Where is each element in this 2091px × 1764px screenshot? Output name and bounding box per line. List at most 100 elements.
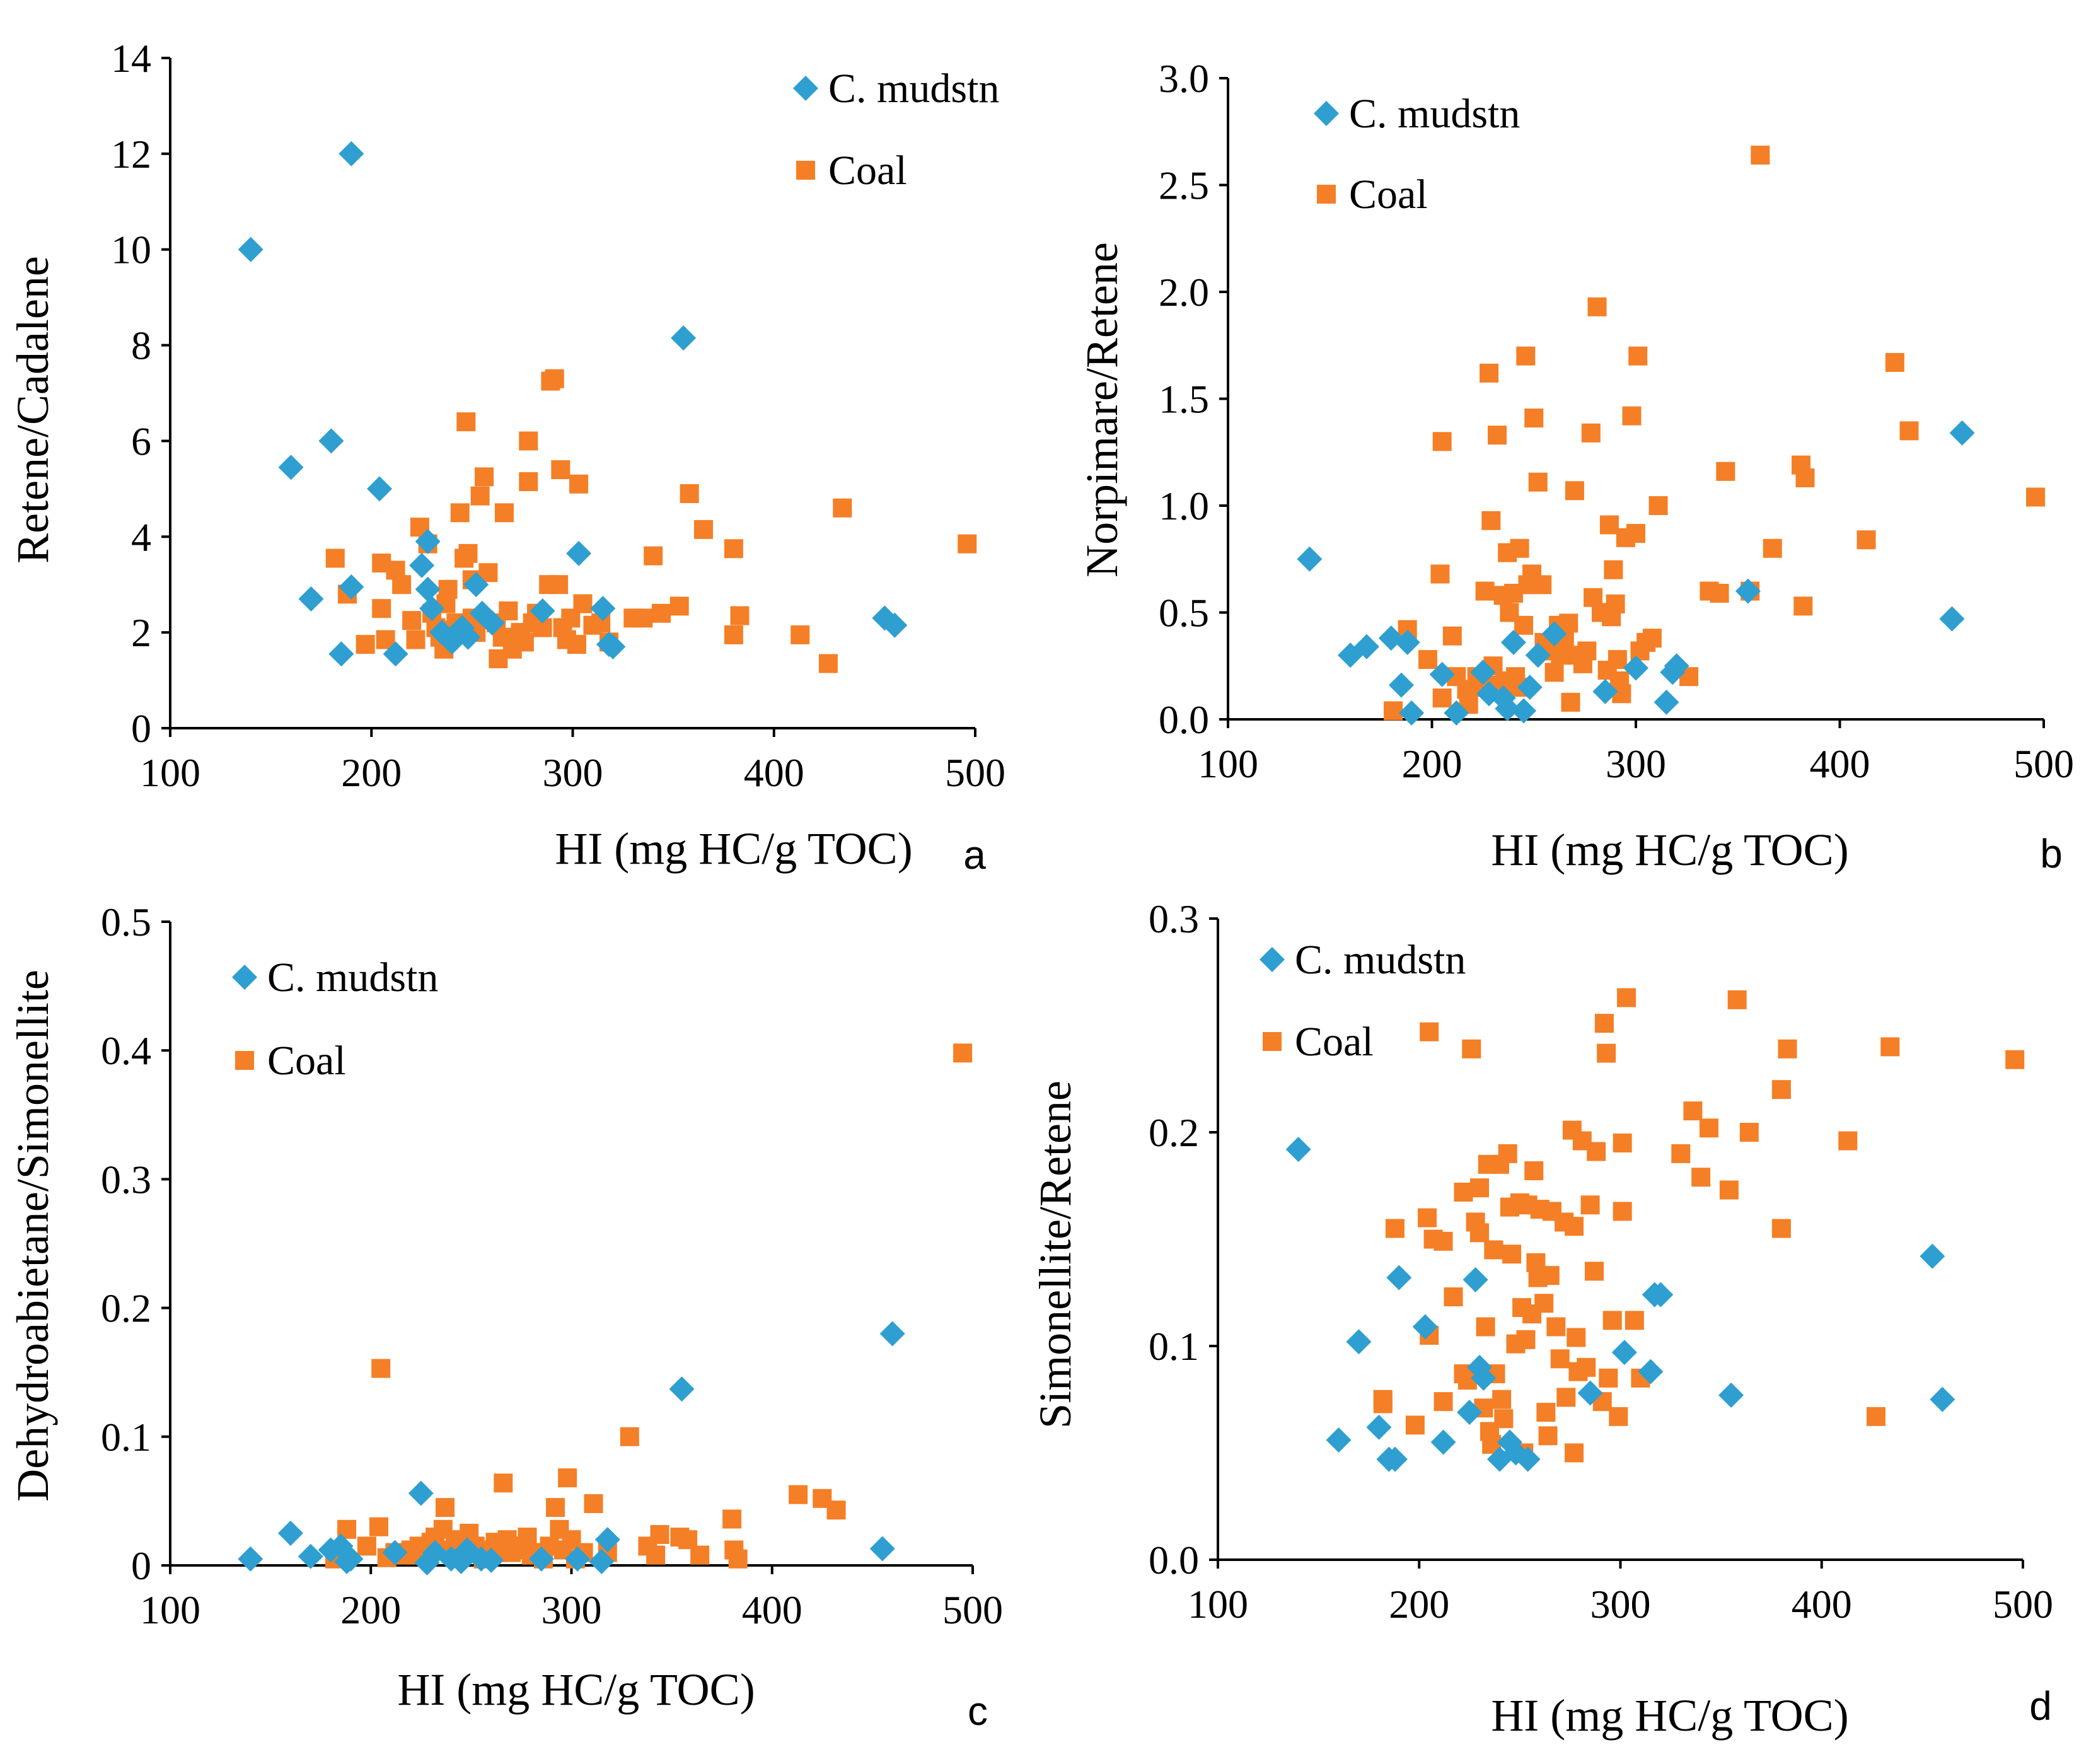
coal-point: [584, 1494, 603, 1513]
coal-point: [1434, 1231, 1453, 1251]
legend-mudstone-marker: [232, 965, 257, 990]
mudstone-point: [589, 1548, 615, 1574]
coal-point: [356, 635, 375, 654]
y-axis-title: Retene/Cadalene: [8, 256, 58, 564]
mudstone-point: [1623, 655, 1648, 681]
y-tick-label: 3.0: [1159, 56, 1209, 101]
coal-point: [1625, 1311, 1644, 1330]
mudstone-point: [1382, 1446, 1408, 1472]
mudstone-point: [1386, 1265, 1412, 1291]
mudstone-point: [1444, 700, 1469, 726]
x-tick-label: 400: [1810, 741, 1870, 786]
mudstone-point: [238, 236, 264, 262]
coal-point: [826, 1500, 846, 1520]
coal-point: [1597, 1043, 1616, 1063]
y-tick-label: 0: [131, 706, 151, 751]
coal-point: [1599, 1368, 1618, 1388]
y-tick-label: 10: [111, 228, 151, 272]
panel-d-simonellite-retene: HI (mg HC/g TOC) Simonellite/Retene d 0.…: [1030, 897, 2053, 1741]
coal-point: [450, 503, 470, 523]
coal-point: [1432, 432, 1452, 451]
coal-point: [722, 1509, 742, 1529]
coal-point: [1516, 346, 1536, 366]
mudstone-point: [298, 1543, 323, 1569]
mudstone-point: [590, 596, 616, 622]
coal-point: [456, 412, 476, 432]
mudstone-point: [1346, 1329, 1372, 1355]
coal-point: [545, 369, 564, 388]
mudstone-point: [1517, 675, 1543, 700]
coal-point: [1602, 1311, 1622, 1330]
coal-point: [1532, 575, 1552, 595]
legend-coal-label: Coal: [828, 148, 907, 194]
x-tick-label: 100: [140, 1587, 200, 1632]
y-tick-label: 2.5: [1159, 163, 1209, 208]
coal-point: [724, 625, 743, 644]
coal-point: [1481, 511, 1501, 530]
coal-point: [1385, 1219, 1405, 1238]
coal-point: [1795, 468, 1815, 487]
x-axis-title: HI (mg HC/g TOC): [397, 1664, 755, 1715]
mudstone-point: [1515, 1446, 1541, 1472]
mudstone-point: [1611, 1340, 1637, 1366]
coal-point: [1778, 1039, 1797, 1059]
coal-point: [1444, 1287, 1463, 1307]
mudstone-point: [479, 610, 505, 635]
y-tick-label: 0.0: [1159, 697, 1209, 742]
x-tick-label: 400: [744, 750, 804, 795]
coal-point: [644, 546, 663, 566]
mudstone-point: [338, 1546, 364, 1572]
mudstone-point: [1285, 1137, 1311, 1163]
y-tick-label: 0: [131, 1543, 151, 1588]
legend-mudstone-label: C. mudstn: [267, 955, 438, 1001]
coal-point: [1613, 1202, 1632, 1221]
coal-point: [669, 596, 689, 616]
coal-point: [833, 498, 852, 518]
coal-point: [1514, 615, 1534, 635]
coal-point: [371, 1359, 391, 1378]
coal-point: [694, 519, 714, 539]
coal-point: [549, 575, 569, 595]
coal-point: [372, 599, 391, 618]
coal-point: [1565, 1443, 1584, 1463]
coal-point: [1540, 1266, 1560, 1285]
x-tick-label: 100: [1198, 741, 1258, 786]
coal-point: [1484, 1240, 1503, 1260]
coal-point: [818, 654, 838, 673]
coal-point: [1480, 363, 1499, 383]
x-tick-label: 300: [542, 1587, 602, 1632]
coal-point: [730, 606, 750, 625]
coal-point: [1604, 560, 1623, 579]
coal-point: [1648, 496, 1668, 515]
coal-point: [1498, 1144, 1517, 1163]
coal-point: [2026, 487, 2046, 507]
coal-point: [1488, 426, 1507, 445]
coal-point: [651, 603, 671, 623]
coal-point: [569, 474, 589, 494]
coal-point: [438, 579, 458, 599]
coal-point: [551, 460, 571, 479]
x-tick-label: 500: [945, 750, 1005, 795]
coal-point: [1561, 692, 1580, 712]
coal-point: [470, 486, 490, 506]
mudstone-point: [408, 1480, 434, 1506]
coal-point: [1502, 1245, 1522, 1264]
coal-point: [1609, 1407, 1628, 1426]
mudstone-point: [1541, 621, 1567, 647]
legend-coal-label: Coal: [1295, 1019, 1374, 1065]
mudstone-point: [1463, 1267, 1488, 1292]
mudstone-point: [1457, 1400, 1483, 1425]
mudstone-point: [1399, 700, 1425, 726]
x-tick-label: 200: [1402, 741, 1463, 786]
mudstone-point: [1470, 659, 1496, 685]
coal-point: [1691, 1168, 1711, 1187]
coal-point: [1454, 1182, 1473, 1202]
mudstone-point: [1718, 1382, 1744, 1408]
mudstone-point: [415, 528, 441, 554]
mudstone-point: [565, 1546, 591, 1572]
coal-point: [728, 1549, 748, 1569]
coal-point: [1617, 988, 1636, 1007]
mudstone-point: [1326, 1427, 1352, 1453]
coal-point: [791, 625, 810, 644]
